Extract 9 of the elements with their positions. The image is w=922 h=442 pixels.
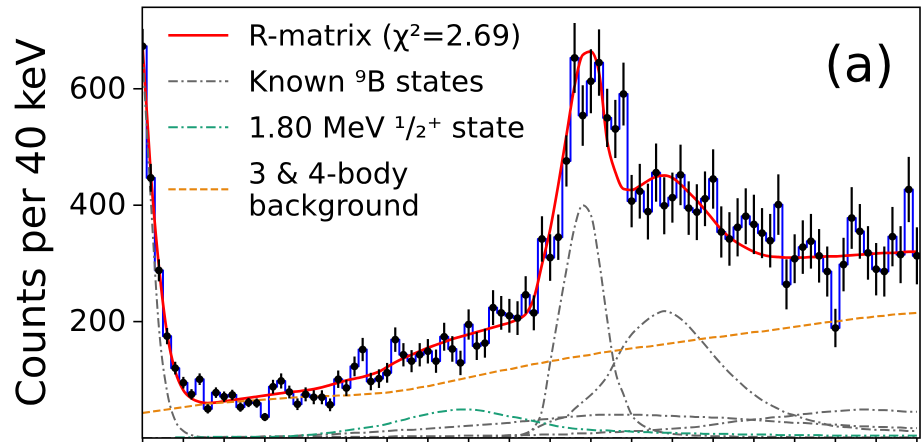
y-tick-label: 600: [69, 71, 126, 106]
y-tick-label: 200: [69, 304, 126, 340]
legend-label: R-matrix (χ²=2.69): [248, 18, 522, 52]
y-axis-title: Counts per 40 keV: [9, 38, 55, 408]
legend-label: 3 & 4-body background: [248, 156, 420, 222]
y-tick-label: 400: [69, 188, 126, 223]
legend-label: 1.80 MeV ¹/₂⁺ state: [248, 110, 526, 144]
annotation: (a): [824, 35, 894, 94]
legend-label: Known ⁹B states: [248, 64, 484, 98]
